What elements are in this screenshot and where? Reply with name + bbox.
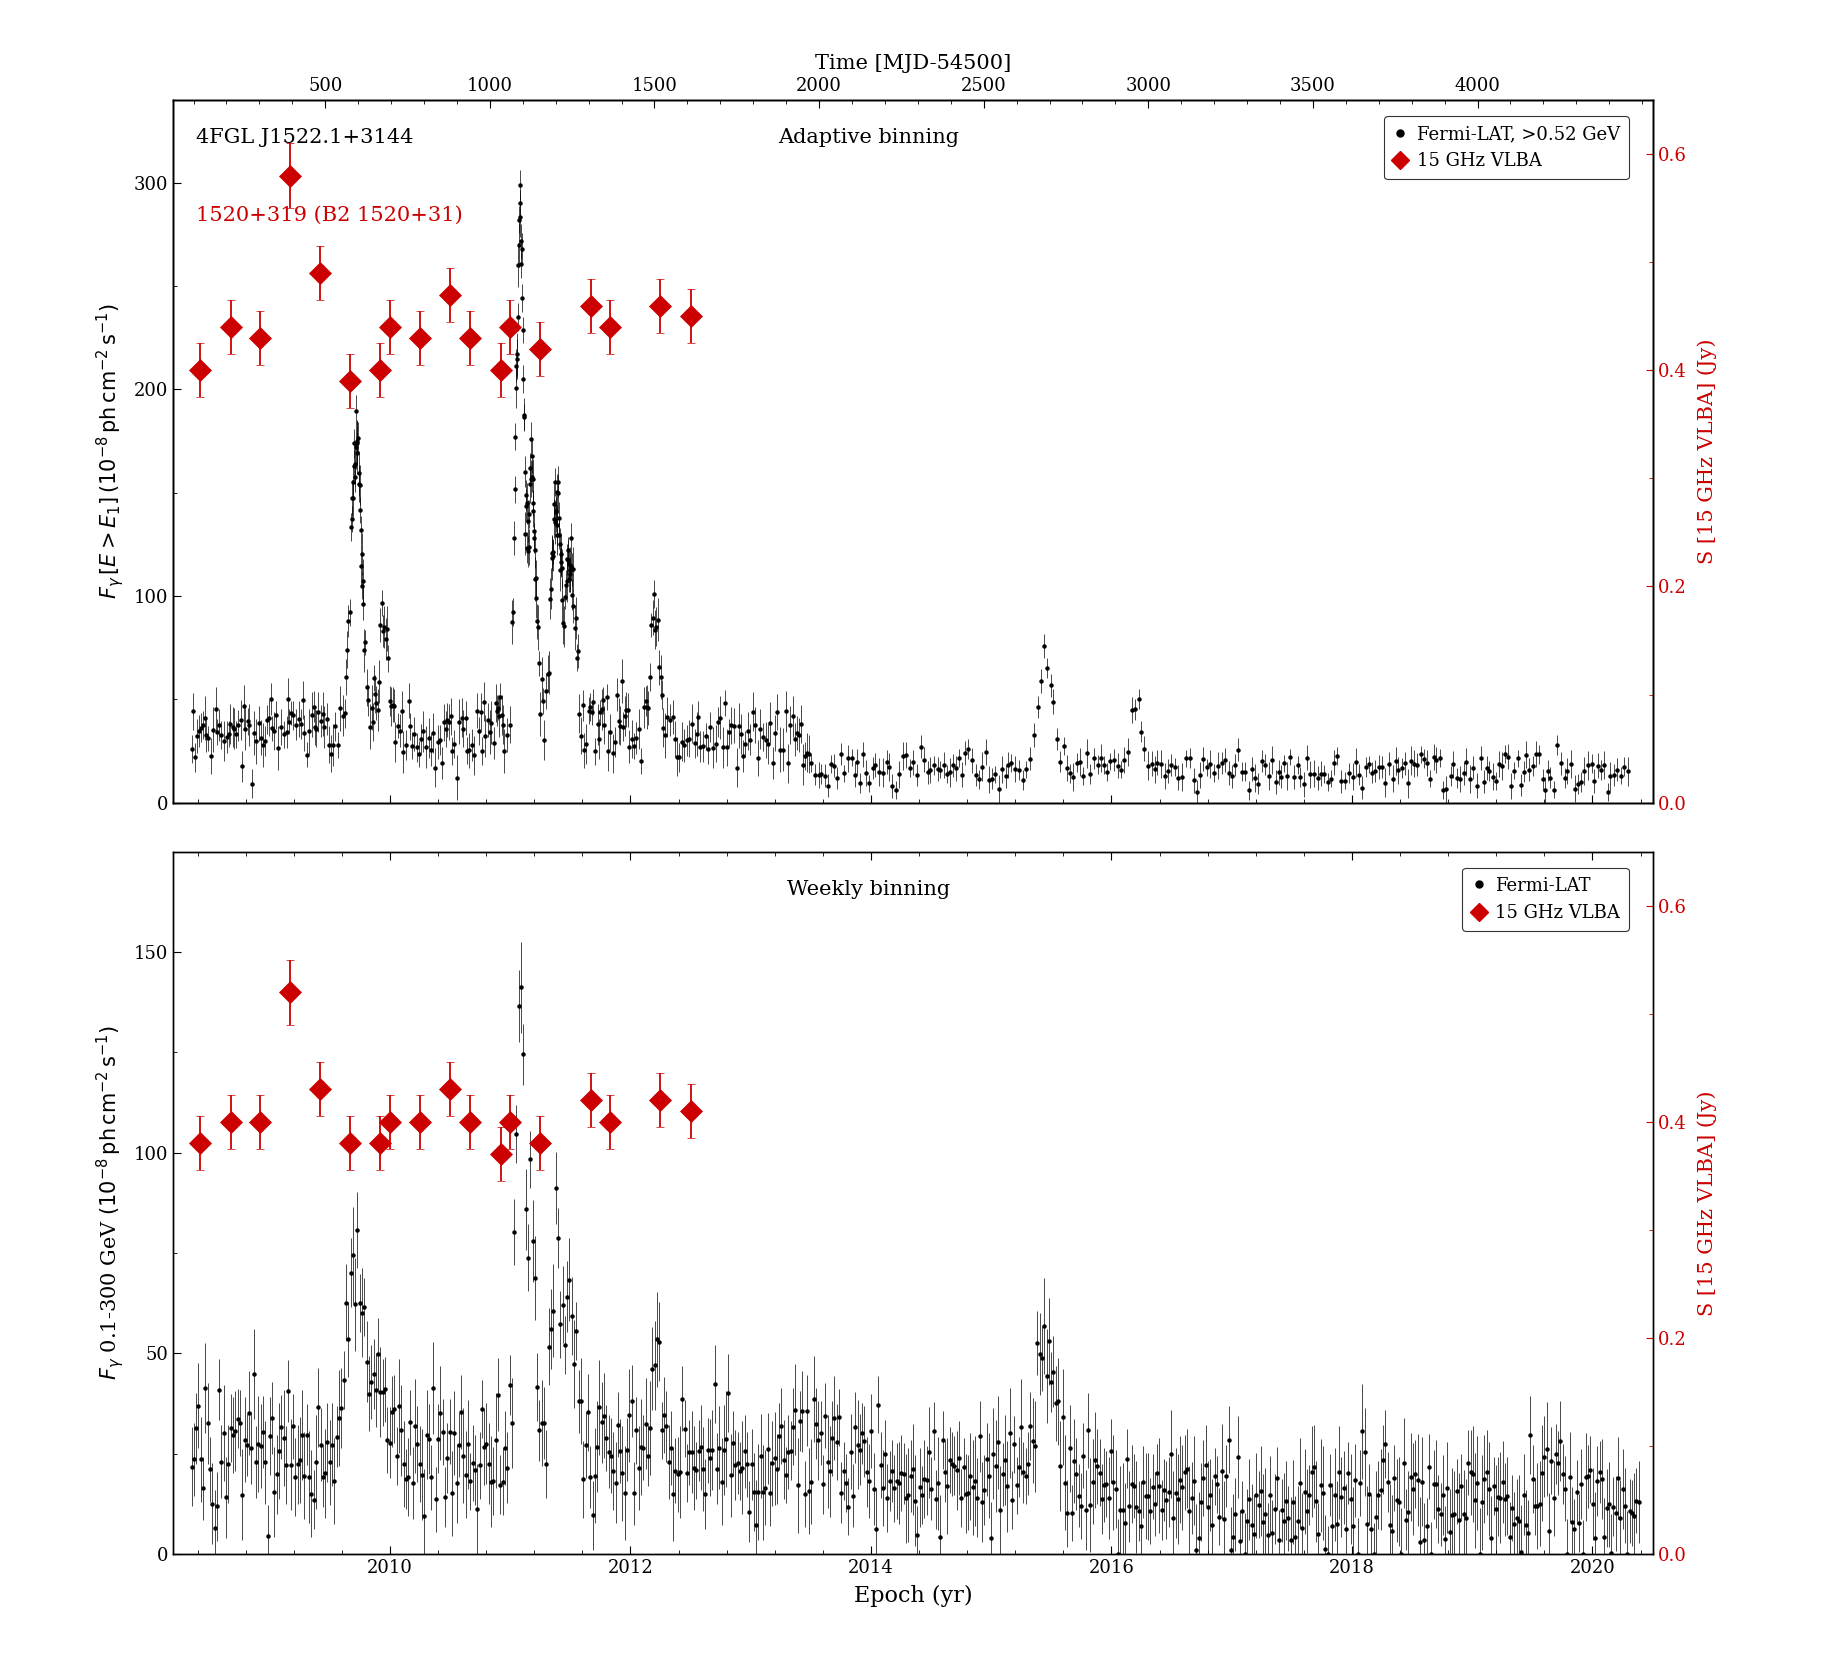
X-axis label: Epoch (yr): Epoch (yr) xyxy=(855,1586,971,1608)
Y-axis label: $F_\gamma$ 0.1-300 GeV $(10^{-8}\,\mathrm{ph\,cm^{-2}\,s^{-1}})$: $F_\gamma$ 0.1-300 GeV $(10^{-8}\,\mathr… xyxy=(93,1026,126,1380)
Y-axis label: S [15 GHz VLBA] (Jy): S [15 GHz VLBA] (Jy) xyxy=(1698,1089,1716,1315)
Text: 4FGL J1522.1+3144: 4FGL J1522.1+3144 xyxy=(195,129,413,147)
Text: Adaptive binning: Adaptive binning xyxy=(778,129,959,147)
Y-axis label: S [15 GHz VLBA] (Jy): S [15 GHz VLBA] (Jy) xyxy=(1698,339,1716,565)
Legend: Fermi-LAT, >0.52 GeV, 15 GHz VLBA: Fermi-LAT, >0.52 GeV, 15 GHz VLBA xyxy=(1384,117,1629,179)
X-axis label: Time [MJD-54500]: Time [MJD-54500] xyxy=(814,53,1012,74)
Text: 1520+319 (B2 1520+31): 1520+319 (B2 1520+31) xyxy=(195,206,462,224)
Legend: Fermi-LAT, 15 GHz VLBA: Fermi-LAT, 15 GHz VLBA xyxy=(1463,867,1629,931)
Y-axis label: $F_\gamma\,[E>E_1]\,(10^{-8}\,\mathrm{ph\,cm^{-2}\,s^{-1}})$: $F_\gamma\,[E>E_1]\,(10^{-8}\,\mathrm{ph… xyxy=(93,304,126,600)
Text: Weekly binning: Weekly binning xyxy=(787,881,950,899)
